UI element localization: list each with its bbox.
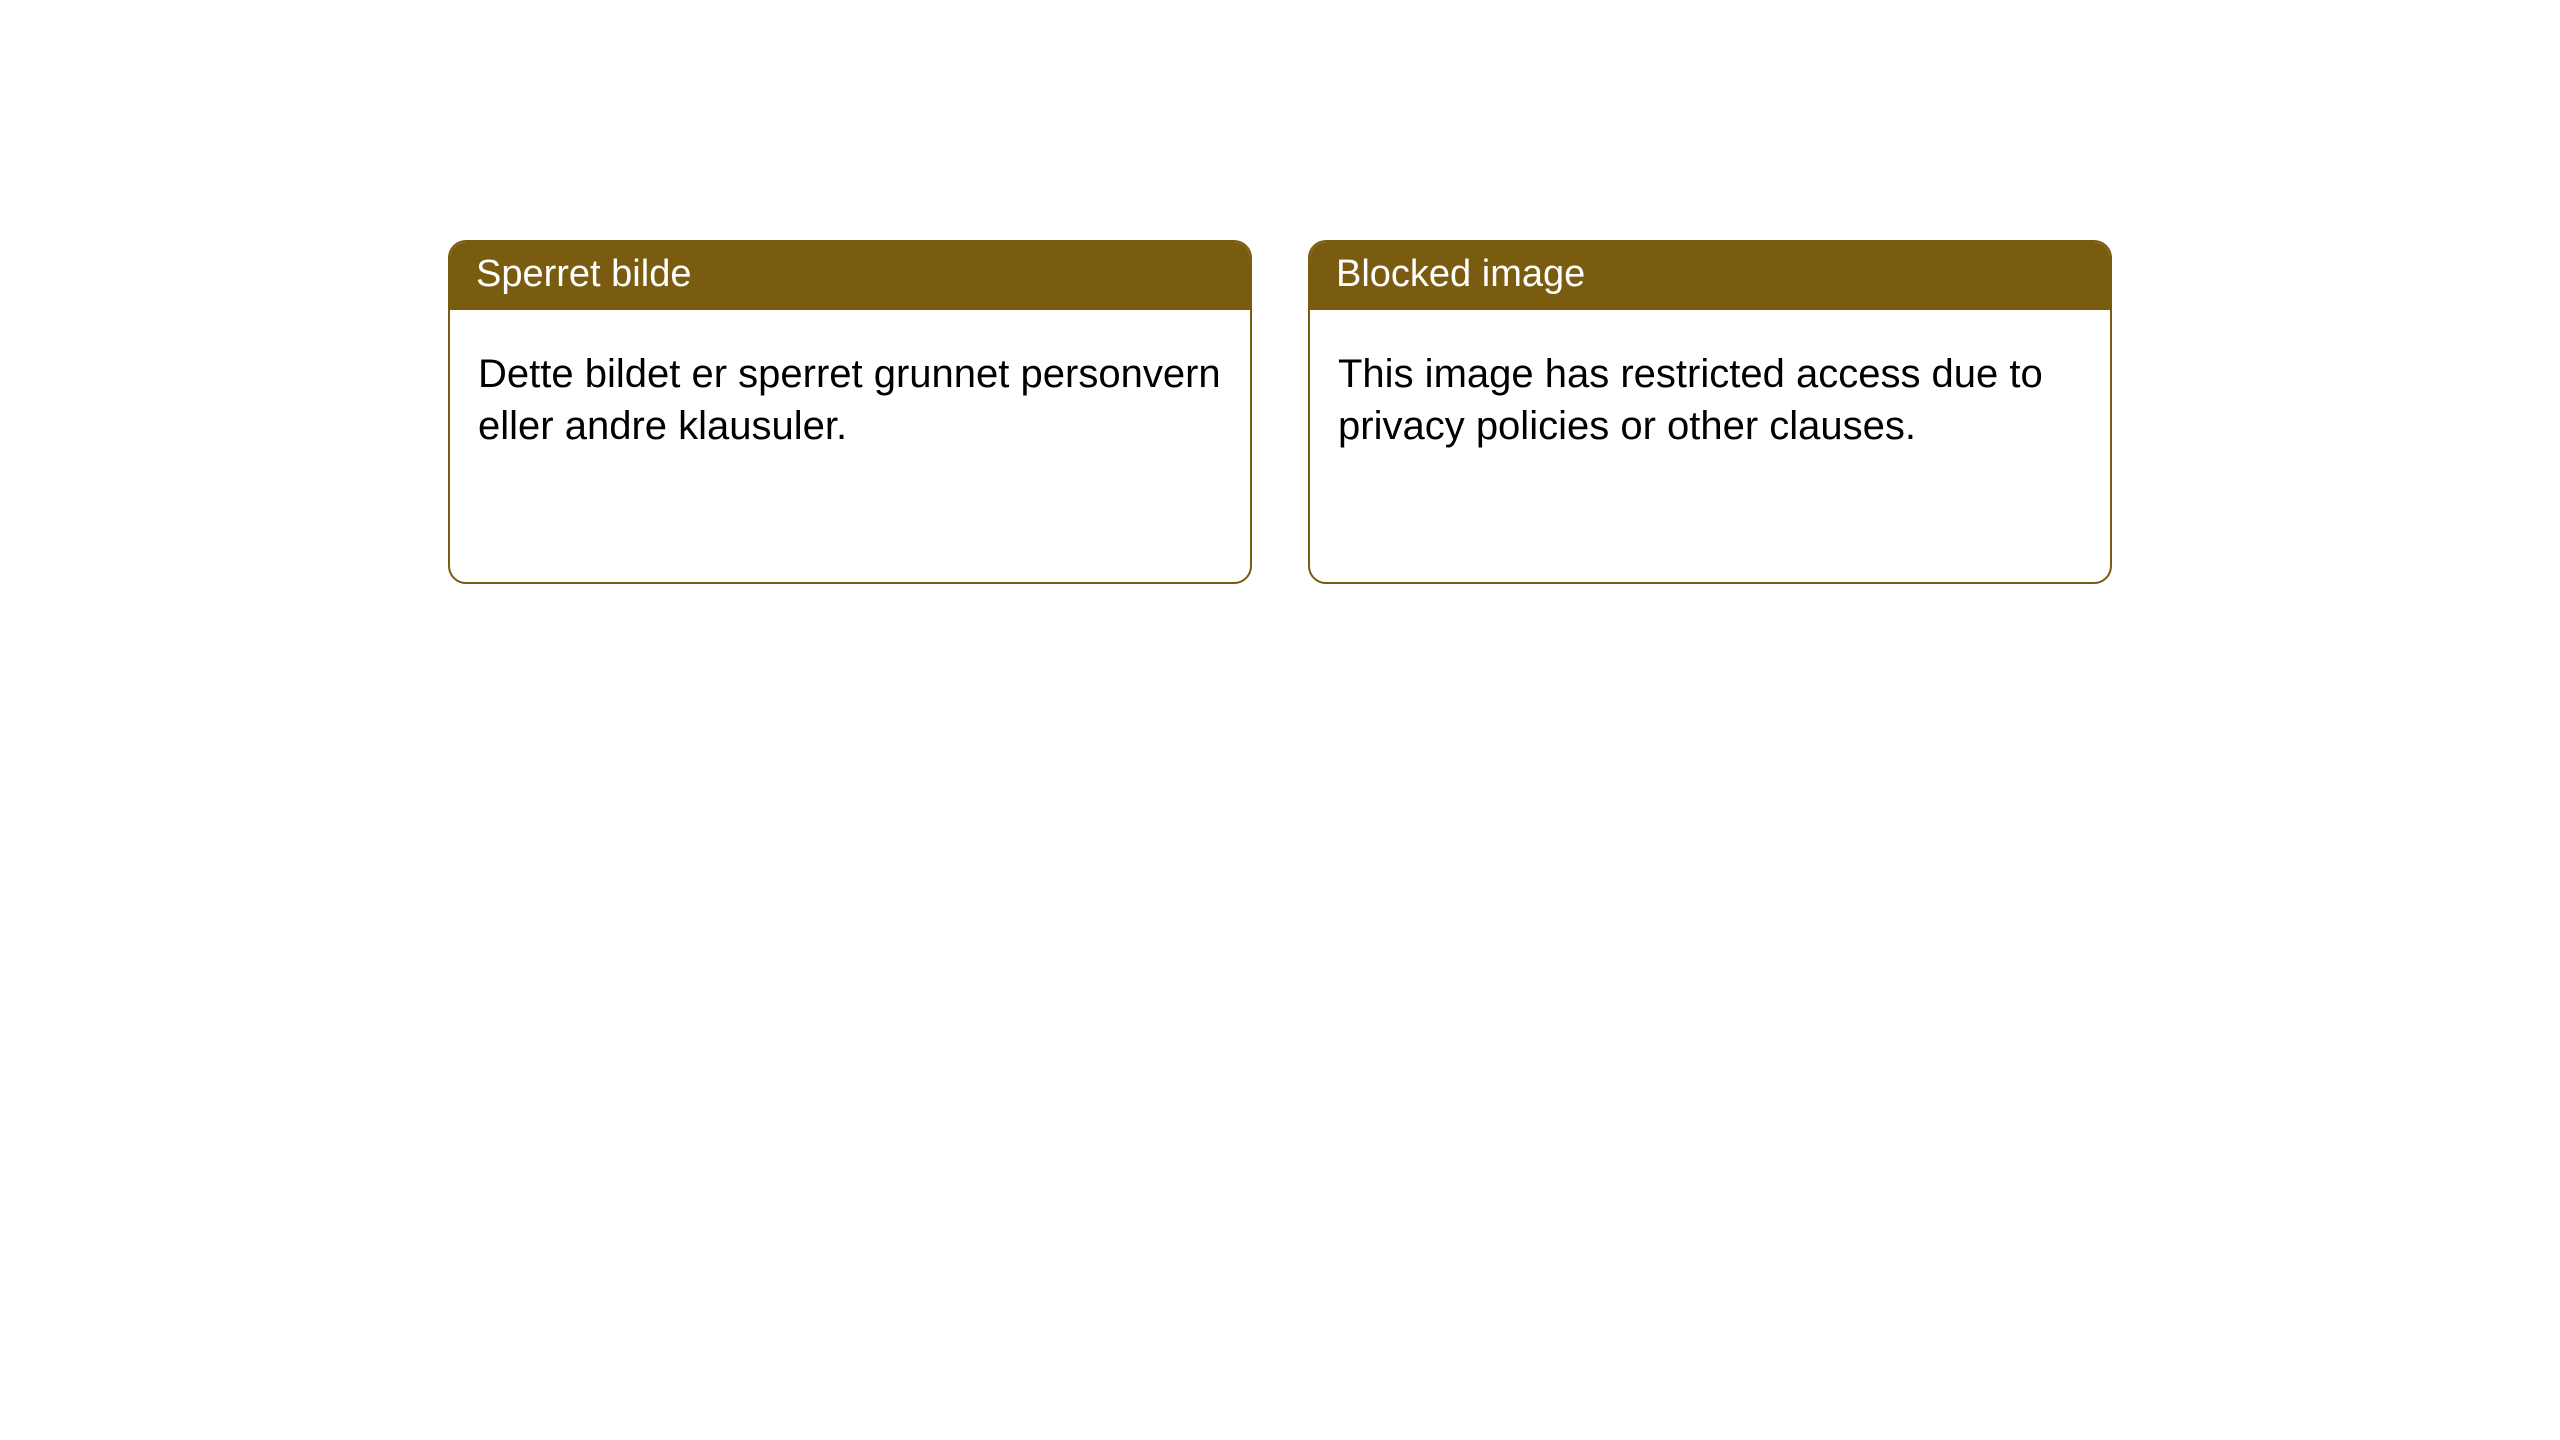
- card-body-en: This image has restricted access due to …: [1310, 310, 2110, 582]
- blocked-image-card-no: Sperret bilde Dette bildet er sperret gr…: [448, 240, 1252, 584]
- card-header-no: Sperret bilde: [450, 242, 1250, 310]
- blocked-image-card-en: Blocked image This image has restricted …: [1308, 240, 2112, 584]
- card-body-no: Dette bildet er sperret grunnet personve…: [450, 310, 1250, 582]
- notice-container: Sperret bilde Dette bildet er sperret gr…: [0, 0, 2560, 584]
- card-header-en: Blocked image: [1310, 242, 2110, 310]
